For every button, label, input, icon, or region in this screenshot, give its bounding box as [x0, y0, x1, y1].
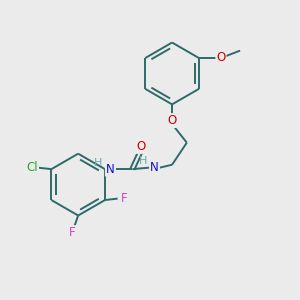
Text: H: H — [139, 156, 147, 166]
Text: H: H — [94, 158, 103, 168]
Text: Cl: Cl — [26, 161, 38, 174]
Text: O: O — [216, 52, 226, 64]
Text: N: N — [150, 161, 159, 174]
Text: O: O — [136, 140, 146, 153]
Text: O: O — [167, 114, 177, 127]
Text: N: N — [106, 163, 115, 176]
Text: F: F — [121, 192, 128, 205]
Text: F: F — [69, 226, 76, 239]
